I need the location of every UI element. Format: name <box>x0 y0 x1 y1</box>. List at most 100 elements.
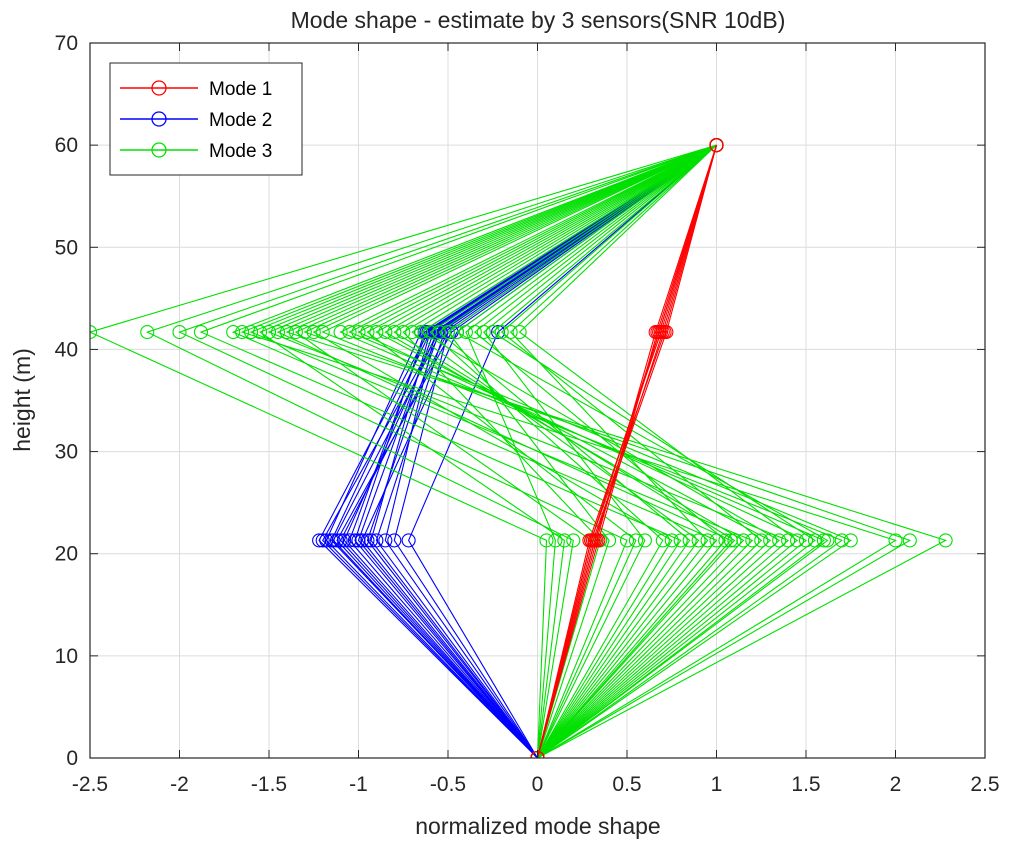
data-point <box>709 138 724 153</box>
y-tick-label: 10 <box>55 645 78 668</box>
data-point <box>843 533 858 548</box>
x-tick-label: 1.5 <box>791 773 820 796</box>
data-point <box>727 533 742 548</box>
data-point <box>347 533 362 548</box>
series-line <box>536 144 718 758</box>
series-line <box>312 144 717 758</box>
series-line <box>536 144 718 758</box>
data-point <box>378 533 393 548</box>
data-point <box>337 533 352 548</box>
series-layer <box>90 138 953 758</box>
data-point <box>387 325 402 340</box>
x-tick-label: 1 <box>711 773 723 796</box>
series-line <box>465 144 717 758</box>
data-point <box>306 325 321 340</box>
data-point <box>584 533 599 548</box>
data-point <box>270 325 286 340</box>
data-point <box>423 325 438 340</box>
series-line <box>145 144 717 758</box>
data-point <box>591 533 606 548</box>
data-point <box>140 325 155 340</box>
data-point <box>401 533 416 548</box>
series-line <box>536 144 718 758</box>
data-point <box>279 325 294 340</box>
data-point <box>902 533 917 548</box>
data-point <box>655 533 670 548</box>
series-line <box>536 144 718 758</box>
legend: Mode 1 Mode 2 Mode 3 <box>109 62 303 176</box>
x-tick-label: -2 <box>170 773 189 796</box>
x-tick-label: -2.5 <box>72 773 108 796</box>
series-line <box>90 144 717 758</box>
series-line <box>199 144 717 758</box>
data-point <box>652 325 667 340</box>
data-point <box>252 325 268 340</box>
series-line <box>429 144 717 758</box>
y-tick-label: 50 <box>55 236 78 259</box>
x-tick-label: 2.5 <box>970 773 999 796</box>
y-tick-label: 0 <box>66 747 78 770</box>
data-point <box>333 325 348 340</box>
series-line <box>357 144 808 758</box>
data-point <box>326 533 341 548</box>
series-line <box>258 144 717 758</box>
data-point <box>405 325 420 340</box>
data-point <box>772 533 787 548</box>
legend-label: Mode 2 <box>209 110 272 131</box>
data-point <box>449 325 465 340</box>
y-tick-label: 40 <box>55 338 78 361</box>
series-line <box>348 144 852 758</box>
data-point <box>342 325 357 340</box>
data-point <box>566 533 581 548</box>
x-tick-label: -1 <box>349 773 368 796</box>
y-axis: 0 10 20 30 40 50 60 70 <box>55 32 985 770</box>
plot-area <box>90 138 953 758</box>
y-axis-label: height (m) <box>9 348 35 452</box>
series-line <box>384 144 717 758</box>
data-point <box>396 325 411 340</box>
series-line <box>518 144 798 758</box>
data-point <box>628 533 644 548</box>
legend-label: Mode 3 <box>209 141 272 162</box>
data-point <box>312 533 327 548</box>
legend-marker-icon <box>151 111 167 127</box>
series-line <box>375 144 772 758</box>
data-point <box>557 533 572 548</box>
data-point <box>226 325 241 340</box>
data-point <box>700 533 715 548</box>
data-point <box>467 325 482 340</box>
data-point <box>363 533 379 548</box>
series-line <box>336 144 717 758</box>
series-line <box>491 144 816 758</box>
data-point <box>587 533 602 548</box>
series-line <box>402 144 717 758</box>
x-tick-label: -0.5 <box>430 773 466 796</box>
data-point <box>745 533 760 548</box>
series-line <box>536 144 718 758</box>
series-line <box>276 144 732 758</box>
data-point <box>820 533 835 548</box>
data-point <box>938 533 953 548</box>
series-line <box>407 144 717 758</box>
data-point <box>244 325 259 340</box>
data-point <box>351 325 366 340</box>
data-point <box>431 325 447 340</box>
data-point <box>763 533 778 548</box>
data-point <box>682 533 697 548</box>
data-point <box>315 325 330 340</box>
data-point <box>387 533 402 548</box>
data-point <box>816 533 831 548</box>
series-line <box>285 144 948 758</box>
data-point <box>378 325 393 340</box>
data-point <box>888 533 903 548</box>
x-axis: -2.5 -2 -1.5 -1 -0.5 0 0.5 1 1.5 2 2.5 <box>72 43 1000 796</box>
y-tick-label: 30 <box>55 441 78 464</box>
data-point <box>360 325 375 340</box>
data-point <box>288 325 303 340</box>
data-point <box>503 325 518 340</box>
data-point <box>691 533 706 548</box>
data-point <box>789 533 805 548</box>
legend-marker-icon <box>151 80 167 96</box>
y-tick-label: 70 <box>55 32 78 55</box>
